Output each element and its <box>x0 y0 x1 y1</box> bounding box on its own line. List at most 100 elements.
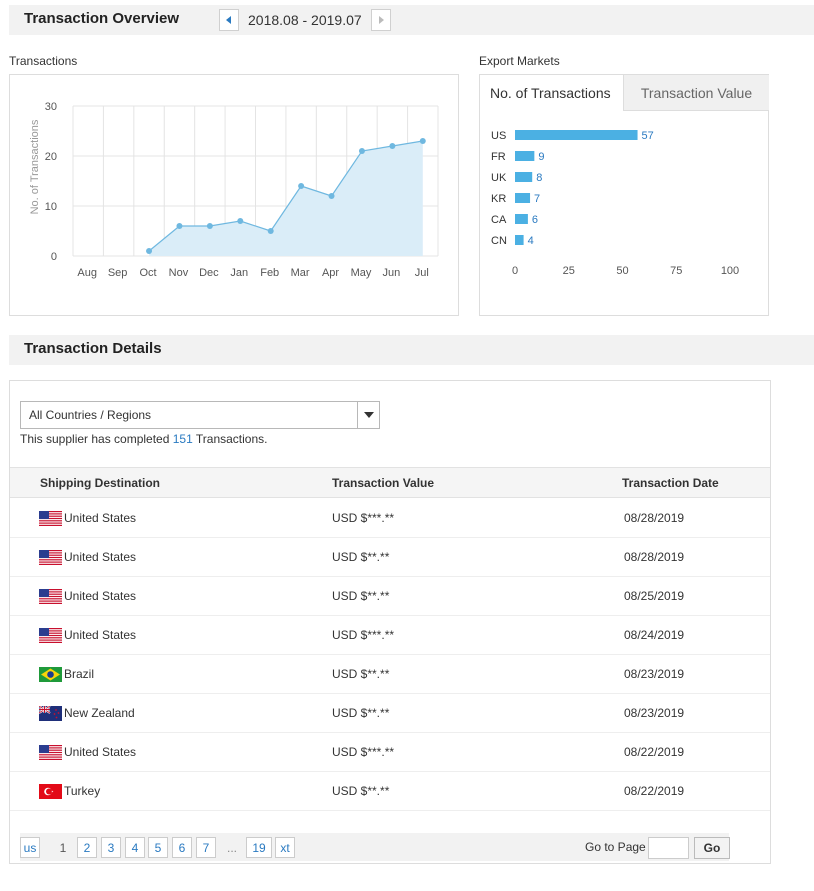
x-tick-label: May <box>351 267 372 279</box>
table-row: United States USD $**.** 08/28/2019 <box>10 538 770 577</box>
export-markets-label: Export Markets <box>479 54 560 68</box>
next-range-button[interactable] <box>370 9 391 31</box>
transactions-line-chart: 0 10 20 30 No. of Transactions Aug Sep Oct Nov De… <box>29 101 439 279</box>
column-shipping-destination: Shipping Destination <box>40 476 160 490</box>
pagination-page-7[interactable]: 7 <box>196 837 216 858</box>
transaction-date-cell: 08/24/2019 <box>624 628 685 642</box>
x-tick-label: 0 <box>512 265 518 277</box>
transactions-chart-panel: 0 10 20 30 No. of Transactions Aug Sep Oct Nov De… <box>9 74 459 316</box>
shipping-destination-cell: United States <box>64 745 137 759</box>
table-row: New Zealand USD $**.** 08/23/2019 <box>10 694 770 733</box>
bar <box>515 172 533 182</box>
y-tick-label: 20 <box>45 151 57 163</box>
transaction-date-cell: 08/28/2019 <box>624 511 685 525</box>
x-tick-label: Nov <box>169 267 189 279</box>
series-area <box>149 141 423 256</box>
transaction-value-cell: USD $**.** <box>332 667 390 681</box>
pagination-page-2[interactable]: 2 <box>77 837 97 858</box>
country-region-select-value: All Countries / Regions <box>29 408 152 422</box>
transaction-date-cell: 08/22/2019 <box>624 745 685 759</box>
y-tick-label: 30 <box>45 101 57 113</box>
table-row: Brazil USD $**.** 08/23/2019 <box>10 655 770 694</box>
data-point <box>267 228 274 234</box>
x-tick-label: 25 <box>563 265 575 277</box>
bar <box>515 193 531 203</box>
transaction-value-cell: USD $***.** <box>332 628 395 642</box>
tab-transaction-value[interactable]: Transaction Value <box>624 75 769 111</box>
goto-page-label: Go to Page <box>585 840 646 854</box>
bar-category-label: FR <box>491 151 506 163</box>
pagination-page-3[interactable]: 3 <box>101 837 121 858</box>
y-axis-label: No. of Transactions <box>29 119 41 214</box>
tab-no-of-transactions[interactable]: No. of Transactions <box>480 75 624 111</box>
pagination-page-5[interactable]: 5 <box>148 837 168 858</box>
shipping-destination-cell: United States <box>64 511 137 525</box>
bar <box>515 130 638 140</box>
table-row: Turkey USD $**.** 08/22/2019 <box>10 772 770 811</box>
us-flag-icon <box>39 511 62 526</box>
series-line <box>148 140 423 252</box>
caret-down-icon[interactable] <box>357 402 379 428</box>
transaction-value-cell: USD $**.** <box>332 706 390 720</box>
bar-value-label: 9 <box>538 151 544 163</box>
transaction-date-cell: 08/28/2019 <box>624 550 685 564</box>
table-row: United States USD $***.** 08/28/2019 <box>10 499 770 538</box>
data-point <box>389 143 396 149</box>
bar <box>515 151 535 161</box>
table-row: United States USD $**.** 08/25/2019 <box>10 577 770 616</box>
brazil-flag-icon <box>39 667 62 682</box>
data-point <box>176 223 183 229</box>
column-transaction-date: Transaction Date <box>622 476 719 490</box>
pagination-page-last[interactable]: 19 <box>246 837 272 858</box>
details-header: Transaction Details <box>9 335 814 365</box>
bar-value-label: 7 <box>534 193 540 205</box>
country-region-select[interactable]: All Countries / Regions <box>20 401 380 429</box>
bar-value-label: 8 <box>536 172 542 184</box>
overview-title: Transaction Overview <box>24 10 180 27</box>
summary-prefix: This supplier has completed <box>20 432 173 446</box>
pagination-page-6[interactable]: 6 <box>172 837 192 858</box>
export-markets-bar-chart: US 57 FR 9 UK 8 KR 7 CA 6 CN 4 0 25 50 75 100 <box>491 130 739 277</box>
overview-header: Transaction Overview 2018.08 - 2019.07 <box>9 5 814 35</box>
export-markets-panel: No. of Transactions Transaction Value US… <box>479 74 769 316</box>
goto-page-input[interactable] <box>648 837 689 859</box>
triangle-left-icon <box>226 16 231 24</box>
transaction-value-cell: USD $**.** <box>332 784 390 798</box>
x-tick-label: Dec <box>199 267 219 279</box>
shipping-destination-cell: United States <box>64 589 137 603</box>
date-range-nav: 2018.08 - 2019.07 <box>219 9 391 31</box>
y-tick-label: 0 <box>51 251 57 263</box>
transaction-details-panel: All Countries / Regions This supplier ha… <box>9 380 771 864</box>
shipping-destination-cell: New Zealand <box>64 706 135 720</box>
data-point <box>206 223 213 229</box>
us-flag-icon <box>39 589 62 604</box>
transaction-value-cell: USD $***.** <box>332 511 395 525</box>
data-point <box>419 138 426 144</box>
us-flag-icon <box>39 745 62 760</box>
triangle-right-icon <box>378 16 384 24</box>
x-tick-label: Jul <box>415 267 429 279</box>
shipping-destination-cell: Brazil <box>64 667 95 681</box>
transaction-date-cell: 08/23/2019 <box>624 667 685 681</box>
transaction-date-cell: 08/25/2019 <box>624 589 685 603</box>
bar-category-label: UK <box>491 172 507 184</box>
pagination-next-button[interactable]: xt <box>275 837 295 858</box>
y-tick-label: 10 <box>45 201 57 213</box>
new-zealand-flag-icon <box>38 705 62 721</box>
bar-value-label: 57 <box>642 130 654 142</box>
pagination: us 1 2 3 4 5 6 7 ... 19 xt Go to Page Go <box>20 833 730 861</box>
data-point <box>146 248 153 254</box>
bar <box>515 214 528 224</box>
bar-category-label: KR <box>491 193 506 205</box>
prev-range-button[interactable] <box>219 9 239 31</box>
x-tick-label: 100 <box>721 265 739 277</box>
go-button[interactable]: Go <box>694 837 730 859</box>
pagination-page-4[interactable]: 4 <box>125 837 145 858</box>
x-tick-label: Jan <box>230 267 248 279</box>
x-tick-label: Apr <box>322 267 339 279</box>
pagination-prev-button[interactable]: us <box>20 837 40 858</box>
transaction-value-cell: USD $**.** <box>332 589 390 603</box>
x-tick-label: 50 <box>616 265 628 277</box>
transactions-summary: This supplier has completed 151 Transact… <box>20 432 267 446</box>
bar-value-label: 6 <box>532 214 538 226</box>
